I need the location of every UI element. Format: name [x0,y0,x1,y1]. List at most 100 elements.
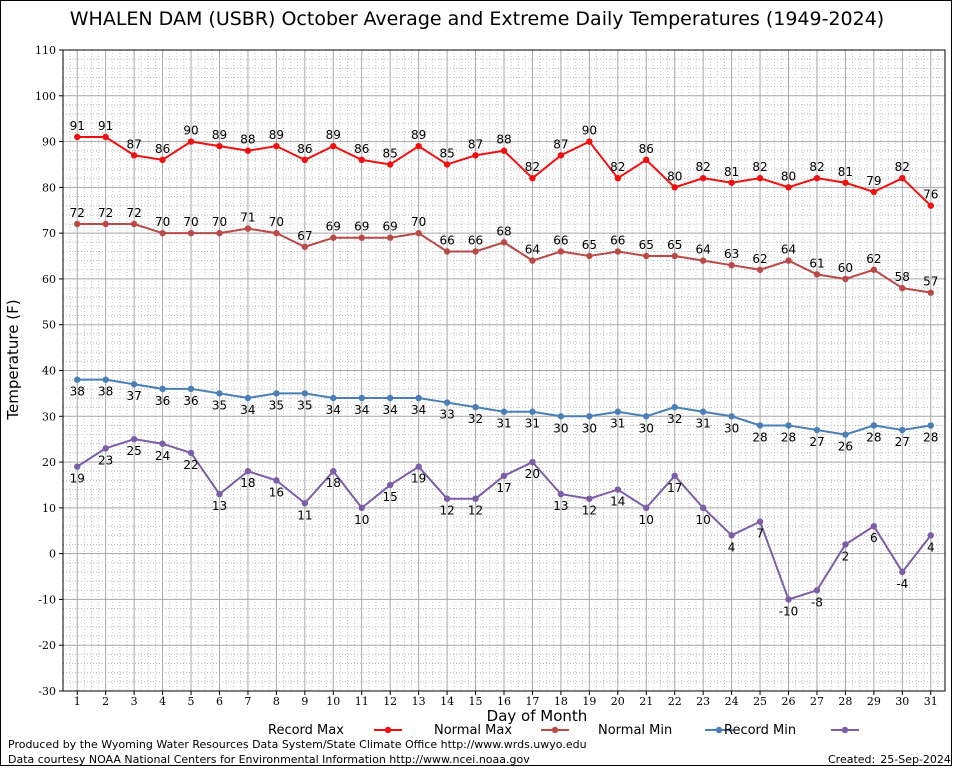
data-point-normal-min [813,426,821,434]
data-point-record-max [216,142,223,150]
data-label-record-min: 24 [155,449,170,463]
data-point-record-max [358,156,365,164]
data-label-record-min: 12 [468,504,483,518]
data-label-record-max: 87 [553,137,568,151]
data-label-normal-min: 38 [70,385,85,399]
data-label-record-min: 15 [383,490,398,504]
data-point-normal-max [443,248,451,255]
data-point-normal-min [699,408,707,415]
data-label-normal-max: 70 [411,215,426,229]
data-point-record-min [699,504,707,512]
data-point-record-min [586,495,593,502]
data-label-record-min: 12 [439,504,454,518]
data-point-normal-min [130,381,138,388]
x-tick-label: 19 [582,695,596,708]
data-point-record-max [74,133,81,141]
data-point-normal-min [216,390,223,397]
data-point-record-min [187,449,195,457]
y-tick-label: 20 [42,456,56,469]
data-label-record-max: 88 [240,133,255,147]
data-point-record-min [74,463,81,470]
data-point-normal-min [842,431,849,438]
y-tick-label: 0 [49,548,56,561]
x-tick-label: 22 [668,695,682,708]
x-tick-label: 21 [639,695,653,708]
data-label-record-min: 6 [870,531,878,545]
data-point-record-min [870,522,878,530]
y-tick-label: 50 [42,319,56,332]
data-label-normal-min: 34 [411,403,426,417]
y-tick-label: -30 [38,685,56,698]
legend-label-record-min: Record Min [724,723,796,738]
data-label-record-max: 87 [126,137,141,151]
data-label-record-max: 81 [838,165,853,179]
x-tick-label: 30 [895,695,909,708]
data-point-normal-min [728,413,735,420]
data-label-normal-min: 38 [98,385,113,399]
data-point-record-min [842,541,849,548]
data-point-record-min [102,445,109,452]
data-point-record-min [557,490,565,498]
data-label-normal-max: 66 [553,233,568,247]
data-label-normal-max: 70 [269,215,284,229]
data-point-normal-min [386,394,394,402]
data-point-normal-max [586,252,593,260]
data-point-normal-max [102,220,109,228]
created-date: Created: 25-Sep-2024 [828,753,951,766]
data-point-record-max [927,202,934,209]
x-tick-label: 31 [924,695,938,708]
data-point-normal-max [813,271,821,278]
data-label-record-min: 18 [326,476,341,490]
data-point-normal-max [358,234,365,241]
data-label-record-min: 20 [525,467,540,481]
x-tick-label: 26 [782,695,796,708]
data-point-record-max [415,142,422,150]
data-point-record-min [529,458,536,466]
y-tick-label: 30 [42,410,56,423]
data-point-record-min [244,468,252,475]
data-label-normal-min: 27 [809,435,824,449]
data-label-normal-min: 32 [667,412,682,426]
data-point-record-max [870,188,878,196]
data-label-record-min: 7 [756,527,764,541]
data-label-normal-max: 71 [240,211,255,225]
data-label-normal-min: 28 [752,430,767,444]
series-normal-max: 72 72 72 70 70 70 71 70 67 69 69 69 70 66 66 68 64 66 65 66… [70,206,938,296]
legend-label-record-max: Record Max [268,723,344,738]
data-point-record-max [728,179,735,186]
data-label-normal-min: 34 [354,403,369,417]
y-tick-label: 100 [35,90,56,103]
data-point-normal-min [671,403,678,411]
data-label-record-min: 10 [696,513,711,527]
x-tick-label: 7 [244,695,251,708]
x-tick-label: 1 [74,695,81,708]
data-point-record-min [671,472,678,480]
data-point-normal-max [301,243,309,251]
data-point-normal-max [130,220,138,228]
data-label-normal-max: 61 [809,256,824,270]
data-label-normal-max: 64 [696,243,711,257]
data-point-normal-max [699,257,707,264]
x-tick-label: 27 [810,695,824,708]
legend-item-record-max: Record Max [268,723,402,738]
data-label-record-max: 82 [752,160,767,174]
data-point-normal-max [728,261,735,269]
legend-marker-normal-max [551,726,559,734]
legend: Record Max Normal Max Normal Min Record Min [268,723,859,738]
data-label-record-max: 86 [297,142,312,156]
data-point-record-max [699,175,707,182]
data-point-record-min [785,596,792,603]
y-axis-label: Temperature (F) [4,299,22,420]
data-label-normal-max: 62 [752,252,767,266]
y-tick-label: -10 [38,593,56,606]
credit-produced-by: Produced by the Wyoming Water Resources … [8,738,587,751]
data-point-record-max [671,184,678,191]
x-tick-label: 9 [301,695,308,708]
data-label-normal-min: 35 [269,398,284,412]
data-label-record-max: 85 [383,146,398,160]
legend-marker-normal-min [715,726,723,734]
data-point-record-max [187,138,195,145]
legend-label-normal-max: Normal Max [434,723,512,738]
data-point-normal-min [927,422,934,429]
